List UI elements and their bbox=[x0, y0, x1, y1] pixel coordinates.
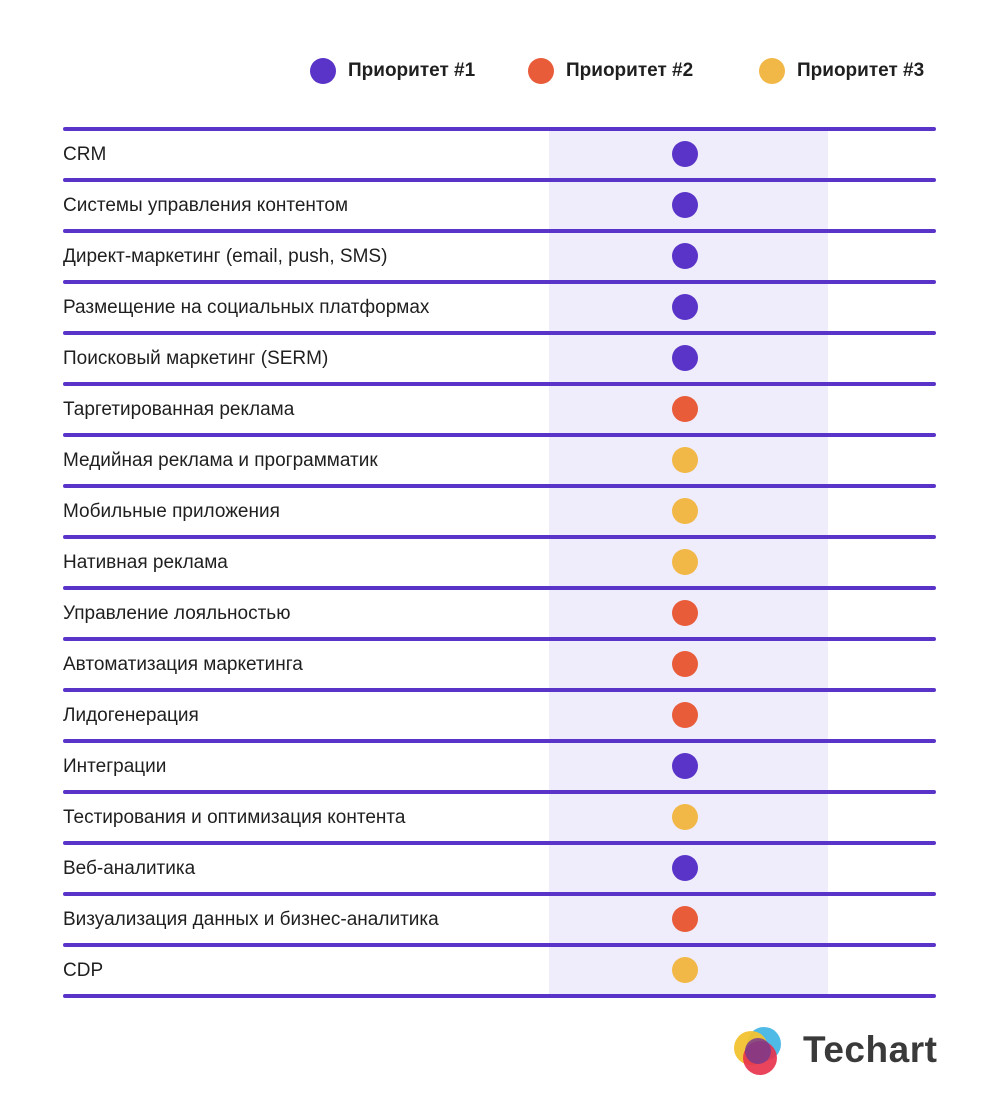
priority-1-marker-icon bbox=[672, 345, 698, 371]
legend-item-priority-3: Приоритет #3 bbox=[759, 56, 924, 86]
row-label: Таргетированная реклама bbox=[63, 399, 295, 420]
table-row: Мобильные приложения bbox=[63, 488, 936, 535]
table-row: Управление лояльностью bbox=[63, 590, 936, 637]
priority-1-marker-icon bbox=[672, 753, 698, 779]
table-row: Визуализация данных и бизнес-аналитика bbox=[63, 896, 936, 943]
row-divider bbox=[63, 535, 936, 539]
techart-logo-icon bbox=[734, 1027, 781, 1075]
table-row: Автоматизация маркетинга bbox=[63, 641, 936, 688]
row-divider bbox=[63, 739, 936, 743]
techart-logo-text: Techart bbox=[803, 1029, 938, 1070]
table-row: Тестирования и оптимизация контента bbox=[63, 794, 936, 841]
row-divider bbox=[63, 382, 936, 386]
table-row: Директ-маркетинг (email, push, SMS) bbox=[63, 233, 936, 280]
priority-3-marker-icon bbox=[672, 804, 698, 830]
row-divider bbox=[63, 841, 936, 845]
table-row: Системы управления контентом bbox=[63, 182, 936, 229]
priority-table: CRM Системы управления контентом Директ-ма… bbox=[63, 127, 936, 999]
row-label: Директ-маркетинг (email, push, SMS) bbox=[63, 246, 388, 267]
row-label: Системы управления контентом bbox=[63, 195, 349, 216]
priority-2-marker-icon bbox=[672, 396, 698, 422]
row-divider bbox=[63, 484, 936, 488]
priority-2-marker-icon bbox=[672, 702, 698, 728]
legend-item-priority-2: Приоритет #2 bbox=[528, 56, 693, 86]
row-label: Медийная реклама и программатик bbox=[63, 450, 378, 471]
priority-3-marker-icon bbox=[672, 549, 698, 575]
table-row: Лидогенерация bbox=[63, 692, 936, 739]
priority-3-marker-icon bbox=[672, 447, 698, 473]
table-row: Таргетированная реклама bbox=[63, 386, 936, 433]
row-divider bbox=[63, 331, 936, 335]
priority-2-marker-icon bbox=[672, 651, 698, 677]
priority-2-marker-icon bbox=[672, 906, 698, 932]
row-divider bbox=[63, 586, 936, 590]
priority-3-marker-icon bbox=[672, 498, 698, 524]
row-label: Нативная реклама bbox=[63, 552, 228, 573]
row-label: Поисковый маркетинг (SERM) bbox=[63, 348, 329, 369]
techart-logo: Techart bbox=[733, 1025, 943, 1081]
row-divider bbox=[63, 229, 936, 233]
row-divider bbox=[63, 178, 936, 182]
table-row: Поисковый маркетинг (SERM) bbox=[63, 335, 936, 382]
priority-3-marker-icon bbox=[672, 957, 698, 983]
table-row: Веб-аналитика bbox=[63, 845, 936, 892]
row-label: CDP bbox=[63, 960, 104, 981]
row-label: CRM bbox=[63, 144, 107, 165]
row-divider bbox=[63, 433, 936, 437]
row-divider bbox=[63, 790, 936, 794]
table-row: Медийная реклама и программатик bbox=[63, 437, 936, 484]
row-label: Управление лояльностью bbox=[63, 603, 291, 624]
row-divider bbox=[63, 994, 936, 998]
row-label: Визуализация данных и бизнес-аналитика bbox=[63, 909, 439, 930]
row-divider bbox=[63, 280, 936, 284]
priority-3-dot-icon bbox=[759, 58, 785, 84]
priority-1-marker-icon bbox=[672, 141, 698, 167]
row-divider bbox=[63, 943, 936, 947]
table-row: CDP bbox=[63, 947, 936, 994]
table-row: Размещение на социальных платформах bbox=[63, 284, 936, 331]
row-divider bbox=[63, 127, 936, 131]
legend-item-priority-1: Приоритет #1 bbox=[310, 56, 475, 86]
row-label: Мобильные приложения bbox=[63, 501, 280, 522]
table-row: Нативная реклама bbox=[63, 539, 936, 586]
priority-1-dot-icon bbox=[310, 58, 336, 84]
row-label: Лидогенерация bbox=[63, 705, 199, 726]
row-label: Автоматизация маркетинга bbox=[63, 654, 303, 675]
legend-label: Приоритет #3 bbox=[797, 60, 925, 81]
row-divider bbox=[63, 892, 936, 896]
priority-1-marker-icon bbox=[672, 192, 698, 218]
priority-2-marker-icon bbox=[672, 600, 698, 626]
legend-label: Приоритет #1 bbox=[348, 60, 476, 81]
row-label: Веб-аналитика bbox=[63, 858, 196, 879]
row-label: Тестирования и оптимизация контента bbox=[63, 807, 406, 828]
legend: Приоритет #1 Приоритет #2 Приоритет #3 bbox=[0, 56, 1000, 86]
row-label: Интеграции bbox=[63, 756, 167, 777]
table-row: CRM bbox=[63, 131, 936, 178]
priority-1-marker-icon bbox=[672, 855, 698, 881]
priority-1-marker-icon bbox=[672, 294, 698, 320]
row-label: Размещение на социальных платформах bbox=[63, 297, 430, 318]
priority-1-marker-icon bbox=[672, 243, 698, 269]
priority-2-dot-icon bbox=[528, 58, 554, 84]
row-divider bbox=[63, 688, 936, 692]
row-divider bbox=[63, 637, 936, 641]
legend-label: Приоритет #2 bbox=[566, 60, 694, 81]
table-row: Интеграции bbox=[63, 743, 936, 790]
